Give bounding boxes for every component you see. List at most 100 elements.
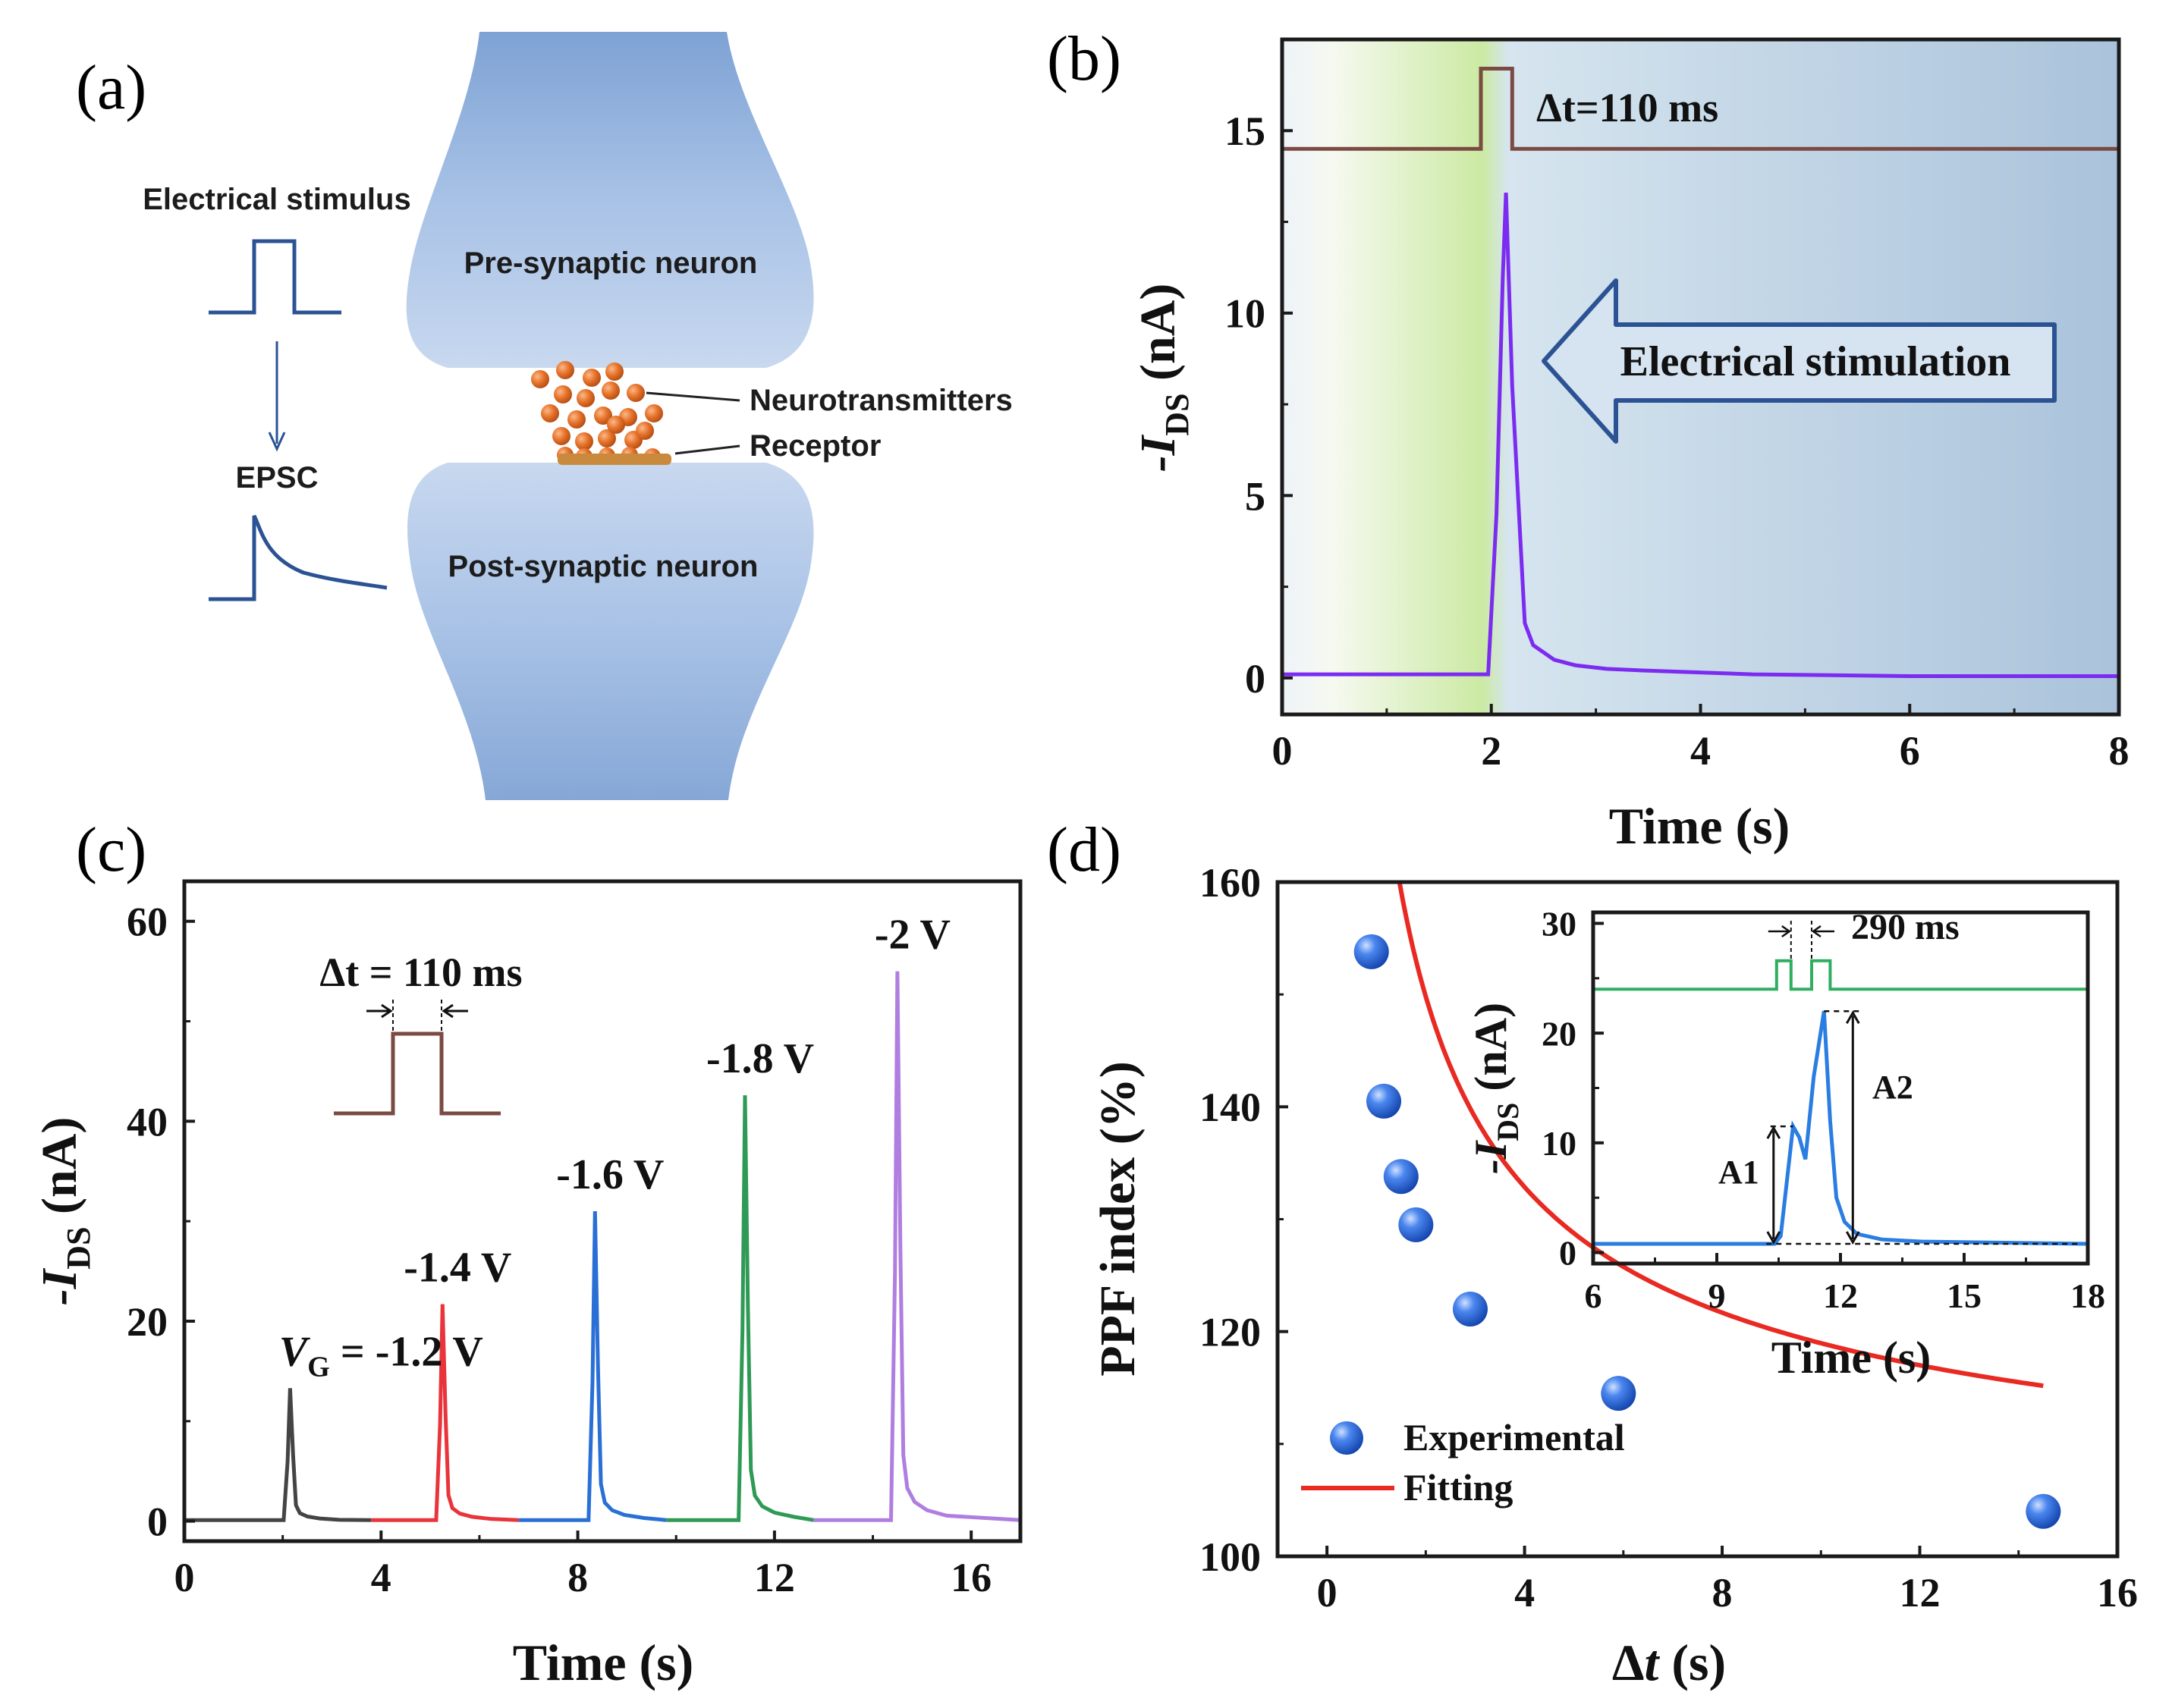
c-trace--1.4 V xyxy=(371,1304,519,1522)
d-x-axis-label: Δt (s) xyxy=(1612,1634,1726,1691)
panel-c-chart: 0 4 8 12 16 0 20 40 60 VG = -1.2 V -1.4 V -1.6 V -1… xyxy=(32,879,1023,1691)
d-experimental-point xyxy=(2026,1493,2061,1529)
d-xtick-label: 12 xyxy=(1900,1570,1941,1615)
di-xtick-label: 15 xyxy=(1947,1276,1982,1315)
di-a1-arrow-head-bottom xyxy=(1766,1231,1781,1245)
pre-synaptic-neuron-body xyxy=(406,32,814,368)
electrical-stimulus-label: Electrical stimulus xyxy=(143,183,410,216)
epsc-label: EPSC xyxy=(236,461,319,495)
c-x-axis-label: Time (s) xyxy=(513,1634,694,1691)
d-experimental-point xyxy=(1366,1083,1402,1119)
c-xtick-label: 8 xyxy=(567,1555,588,1600)
neurotransmitter-ball xyxy=(607,416,625,434)
d-ytick-label: 160 xyxy=(1199,860,1261,906)
neurotransmitter-ball xyxy=(583,369,601,387)
d-xtick-label: 8 xyxy=(1712,1570,1733,1615)
c-plot-frame xyxy=(182,879,1023,1543)
c-label-var: V xyxy=(279,1328,311,1375)
neurotransmitter-ball xyxy=(598,429,616,447)
b-stimulus-pulse xyxy=(1282,67,2119,151)
di-x-axis-label: Time (s) xyxy=(1771,1333,1932,1383)
neurotransmitter-ball xyxy=(567,410,586,429)
di-xtick-label: 12 xyxy=(1823,1276,1858,1315)
c-xtick-label: 0 xyxy=(174,1555,195,1600)
neurotransmitter-ball xyxy=(645,404,663,422)
di-axis-ticks: 6 9 12 15 18 0 10 20 30 xyxy=(1542,905,2105,1315)
d-experimental-point xyxy=(1353,934,1389,969)
post-synaptic-label: Post-synaptic neuron xyxy=(448,550,759,583)
c-xtick-label: 16 xyxy=(951,1555,992,1600)
di-amplitude-annotations xyxy=(1766,921,2080,1245)
d-experimental-points xyxy=(1353,934,2061,1529)
di-xtick-label: 18 xyxy=(2070,1276,2105,1315)
b-xtick-label: 6 xyxy=(1900,728,1920,774)
neurotransmitter-ball xyxy=(556,361,574,379)
b-xtick-label: 8 xyxy=(2109,728,2130,774)
d-inset-chart: 6 9 12 15 18 0 10 20 30 290 ms A1 A2 Time (s) -I… xyxy=(1466,905,2105,1383)
d-ytick-label: 100 xyxy=(1199,1534,1261,1580)
di-interval-label: 290 ms xyxy=(1851,907,1960,947)
c-trace--1.6 V xyxy=(518,1210,667,1522)
di-a1-label: A1 xyxy=(1718,1154,1759,1191)
di-y-axis-label: -IDS (nA) xyxy=(1466,1003,1525,1174)
c-ytick-label: 40 xyxy=(127,1099,168,1144)
d-experimental-point xyxy=(1383,1159,1419,1195)
d-y-axis-label: PPF index (%) xyxy=(1090,1061,1146,1377)
di-ytick-label: 20 xyxy=(1542,1014,1576,1053)
c-inset-pulse-icon xyxy=(334,1031,501,1116)
di-a2-arrow-head-bottom xyxy=(1845,1231,1860,1245)
c-label-text: = -1.2 V xyxy=(330,1328,483,1375)
stimulus-pulse-icon xyxy=(209,239,341,315)
panel-label-a: (a) xyxy=(76,52,146,123)
c-trace--1.2 V xyxy=(184,1388,372,1522)
epsc-waveform-icon xyxy=(209,514,388,601)
b-ytick-label: 10 xyxy=(1224,291,1265,337)
c-ytick-label: 20 xyxy=(127,1299,168,1345)
neurotransmitter-ball xyxy=(627,384,645,402)
c-y-axis-label: -IDS (nA) xyxy=(32,1117,97,1306)
c-series-label: -1.4 V xyxy=(404,1245,511,1292)
di-a2-label: A2 xyxy=(1872,1069,1913,1106)
receptor-pointer xyxy=(674,444,740,455)
c-inset-interval-arrow-right xyxy=(442,1003,468,1019)
legend-fitting-label: Fitting xyxy=(1403,1466,1513,1509)
b-xtick-label: 2 xyxy=(1481,728,1501,774)
c-series-labels: VG = -1.2 V -1.4 V -1.6 V -1.8 V -2 V xyxy=(279,912,951,1383)
pre-synaptic-label: Pre-synaptic neuron xyxy=(464,246,758,280)
c-label-sub: G xyxy=(307,1351,330,1383)
di-a2-arrow-head-top xyxy=(1845,1010,1860,1024)
receptor-band xyxy=(558,454,671,465)
c-axis-ticks: 0 4 8 12 16 0 20 40 60 xyxy=(127,900,992,1600)
d-xtick-label: 0 xyxy=(1317,1570,1337,1615)
legend-experimental-label: Experimental xyxy=(1403,1416,1625,1458)
d-experimental-point xyxy=(1452,1292,1488,1327)
di-a1-arrow-head-top xyxy=(1766,1126,1781,1139)
c-series-label: VG = -1.2 V xyxy=(279,1328,483,1383)
panel-label-c: (c) xyxy=(76,815,146,885)
neurotransmitter-ball xyxy=(575,432,593,451)
d-fitting-curve xyxy=(1397,882,2044,1389)
neurotransmitter-ball xyxy=(602,381,620,400)
di-xtick-label: 6 xyxy=(1585,1276,1602,1315)
synapse-illustration: Electrical stimulus EPSC Neurotransmitte… xyxy=(143,32,1013,800)
d-ytick-label: 120 xyxy=(1199,1310,1261,1355)
d-ytick-label: 140 xyxy=(1199,1085,1261,1130)
d-xtick-label: 4 xyxy=(1514,1570,1535,1615)
di-ytick-label: 0 xyxy=(1559,1234,1576,1273)
c-trace--1.8 V xyxy=(666,1095,815,1522)
c-xtick-label: 12 xyxy=(754,1555,795,1600)
b-ytick-label: 5 xyxy=(1245,473,1265,519)
di-xtick-label: 9 xyxy=(1708,1276,1726,1315)
c-ytick-label: 0 xyxy=(147,1499,168,1545)
di-stimulus-pulse xyxy=(1593,959,2088,991)
neurotransmitter-ball xyxy=(577,389,595,407)
c-ytick-label: 60 xyxy=(127,900,168,945)
di-interval-arrow-right xyxy=(1811,925,1834,938)
c-series-label: -2 V xyxy=(875,912,951,959)
legend-experimental-marker xyxy=(1330,1421,1363,1455)
c-xtick-label: 4 xyxy=(371,1555,391,1600)
receptor-label: Receptor xyxy=(750,429,881,463)
c-inset-interval-arrow-left xyxy=(366,1003,393,1019)
d-xtick-label: 16 xyxy=(2097,1570,2138,1615)
